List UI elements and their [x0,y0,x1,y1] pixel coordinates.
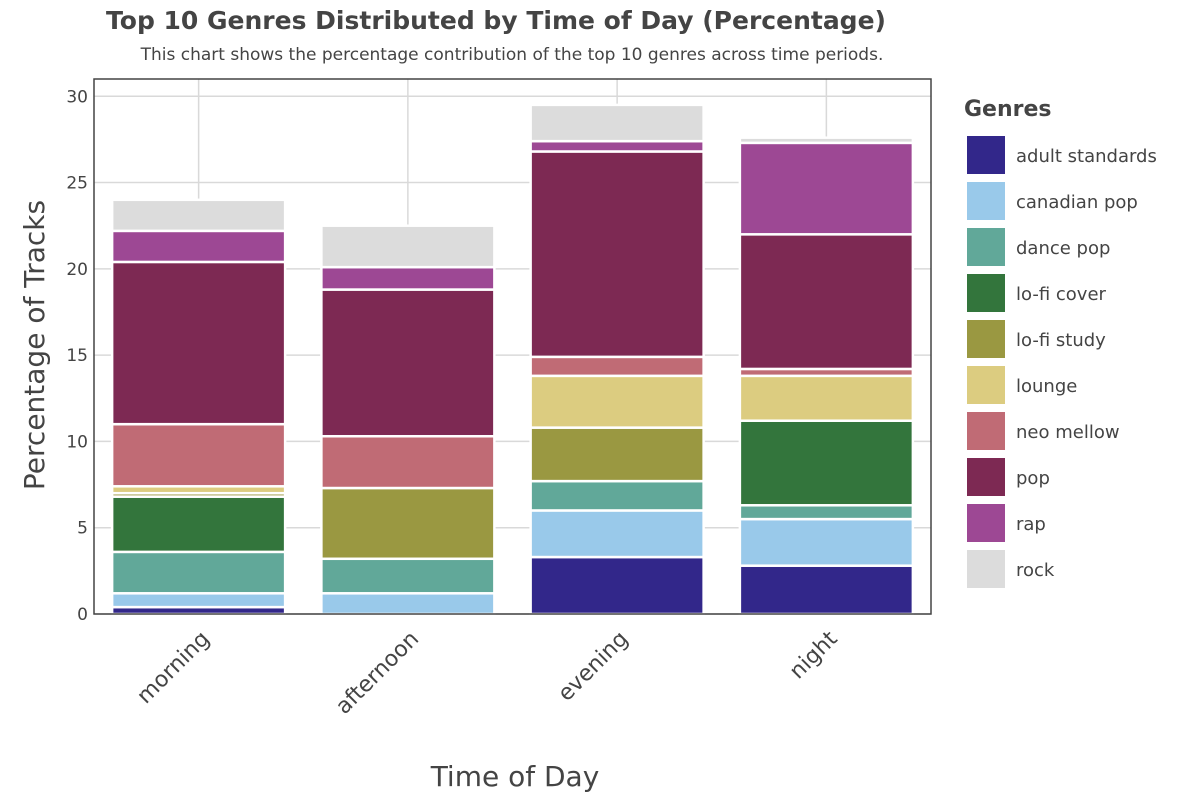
x-tick-label: evening [553,627,633,707]
bar-segment-lo-fi-study-evening [529,426,705,483]
bar-segment-lo-fi-cover-morning [110,495,287,554]
legend-swatch [967,182,1005,220]
x-tick-labels: morning afternoon evening night [132,626,842,719]
y-tick-label: 10 [66,432,88,452]
bar-segment-rock-morning [110,198,287,233]
bar-segment-pop-morning [110,260,287,426]
bar-segment-neo-mellow-afternoon [320,434,496,490]
legend-swatch [967,320,1005,358]
bar-segment-dance-pop-morning [110,550,287,595]
bar-segment-dance-pop-night [738,504,915,521]
bar-segment-rock-night [738,136,915,145]
bar-segment-lo-fi-study-afternoon [320,486,496,561]
plot-border [93,78,932,615]
legend-label: rap [1016,514,1046,535]
legend-label: canadian pop [1016,192,1138,213]
bar-segment-neo-mellow-morning [110,422,287,488]
bar-segment-lounge-evening [529,374,705,429]
bar-segment-canadian-pop-morning [110,592,287,609]
bar-segment-canadian-pop-evening [529,509,705,559]
legend-swatch [967,136,1005,174]
chart-subtitle: This chart shows the percentage contribu… [140,45,884,65]
legend-swatch [967,458,1005,496]
bar-segment-neo-mellow-evening [529,355,705,378]
x-tick-label: night [785,626,843,684]
bars [110,103,915,616]
legend-label: dance pop [1016,238,1110,259]
legend-label: lo-fi cover [1016,284,1107,305]
legend-swatch [967,274,1005,312]
x-tick-label: afternoon [331,627,424,720]
y-tick-label: 30 [66,87,88,107]
bar-segment-lo-fi-cover-night [738,419,915,507]
legend-label: lounge [1016,376,1077,397]
bar-segment-pop-afternoon [320,288,496,438]
x-gridlines [197,79,828,614]
chart-title: Top 10 Genres Distributed by Time of Day… [106,6,886,35]
legend-swatch [967,550,1005,588]
bar-segment-rap-morning [110,229,287,264]
y-tick-label: 0 [77,605,88,625]
bar-segment-rock-evening [529,103,705,143]
bar-segment-rap-afternoon [320,265,496,291]
bar-segment-adult-standards-night [738,564,915,616]
y-tick-label: 5 [77,519,88,539]
bar-segment-pop-evening [529,150,705,359]
x-tick-label: morning [132,627,214,709]
legend-swatch [967,412,1005,450]
y-tick-label: 15 [66,346,88,366]
y-tick-label: 25 [66,174,88,194]
legend-label: rock [1016,560,1055,581]
bar-segment-rap-evening [529,139,705,153]
bar-segment-rock-afternoon [320,224,496,269]
bar-segment-canadian-pop-night [738,517,915,567]
y-tick-labels: 0 5 10 15 20 25 30 [66,87,88,625]
legend-label: adult standards [1016,146,1157,167]
legend: Genres adult standards canadian pop dance … [964,97,1157,588]
legend-title: Genres [964,97,1052,122]
legend-label: neo mellow [1016,422,1120,443]
bar-segment-dance-pop-afternoon [320,557,496,595]
legend-swatch [967,228,1005,266]
legend-label: lo-fi study [1016,330,1106,351]
bar-segment-rap-night [738,141,915,236]
bar-segment-pop-night [738,233,915,371]
legend-swatch [967,366,1005,404]
y-tick-label: 20 [66,260,88,280]
legend-swatch [967,504,1005,542]
bar-segment-adult-standards-evening [529,555,705,616]
bar-segment-dance-pop-evening [529,479,705,512]
x-axis-title: Time of Day [430,760,600,793]
legend-label: pop [1016,468,1050,489]
bar-segment-lounge-night [738,374,915,422]
y-axis-title: Percentage of Tracks [18,200,51,490]
bar-segment-canadian-pop-afternoon [320,592,496,616]
